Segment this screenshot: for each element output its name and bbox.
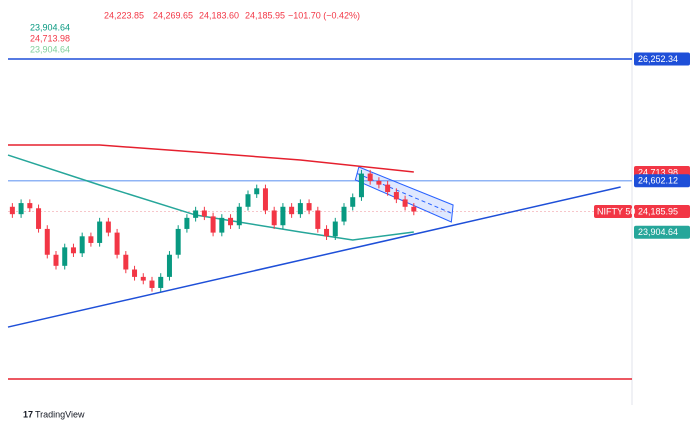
price-label-bg xyxy=(634,52,690,66)
candle-body xyxy=(228,217,234,226)
candle-body xyxy=(201,210,207,217)
candle-body xyxy=(219,217,225,233)
candle-body xyxy=(140,276,146,281)
price-label: 24,713.98 xyxy=(638,167,678,177)
line-series xyxy=(8,144,414,173)
candle-body xyxy=(184,217,190,229)
candle-body xyxy=(175,228,181,255)
candle-body xyxy=(149,280,155,288)
brand-logo: 17 xyxy=(23,409,33,419)
price-label-bg xyxy=(634,225,690,239)
ohlc-value: 24,185.95 xyxy=(245,10,285,20)
candle-body xyxy=(53,254,59,266)
candle-body xyxy=(210,216,216,233)
candle-body xyxy=(114,232,120,255)
candle-body xyxy=(105,221,111,233)
candle-body xyxy=(236,206,242,226)
candle-body xyxy=(123,254,129,270)
candle-body xyxy=(245,194,251,207)
brand: TradingView xyxy=(35,409,85,419)
candle-body xyxy=(350,197,356,207)
candle-body xyxy=(271,210,277,226)
candle-body xyxy=(44,228,50,255)
candle-body xyxy=(9,206,15,215)
candle-body xyxy=(254,188,260,195)
candle-body xyxy=(367,173,373,181)
candle-body xyxy=(402,199,408,207)
line-series xyxy=(7,186,621,328)
candle-body xyxy=(306,203,312,211)
candle-body xyxy=(324,228,330,237)
candle-body xyxy=(166,254,172,277)
candle-body xyxy=(158,276,164,288)
candle-body xyxy=(358,173,364,198)
candle-body xyxy=(18,203,24,215)
candle-body xyxy=(193,210,199,218)
price-label-bg xyxy=(634,174,690,188)
candle-body xyxy=(280,206,286,226)
candle-body xyxy=(88,236,94,243)
indicator-value: 24,713.98 xyxy=(30,33,70,43)
symbol-label: NIFTY 50 xyxy=(597,206,635,216)
candle-body xyxy=(341,206,347,222)
candle-body xyxy=(376,180,382,185)
candle-body xyxy=(385,184,391,193)
channel-midline xyxy=(356,173,453,214)
ohlc-value: 24,223.85 xyxy=(104,10,144,20)
channel xyxy=(354,166,454,223)
candle-body xyxy=(97,221,103,243)
ohlc-value: 24,183.60 xyxy=(199,10,239,20)
candle-body xyxy=(315,210,321,229)
price-label: 24,602.12 xyxy=(638,176,678,186)
indicator-value: 23,904.64 xyxy=(30,44,70,54)
price-label-bg xyxy=(634,205,690,219)
ohlc-value: 24,269.65 xyxy=(153,10,193,20)
candle-body xyxy=(289,206,295,215)
candle-body xyxy=(332,221,338,237)
candle-body xyxy=(262,188,268,211)
candle-body xyxy=(132,269,138,277)
ohlc-value: −101.70 (−0.42%) xyxy=(288,10,360,20)
price-label: 23,904.64 xyxy=(638,227,678,237)
line-series xyxy=(7,154,414,241)
symbol-label-bg xyxy=(594,205,632,219)
indicator-value: 23,904.64 xyxy=(30,22,70,32)
candle-body xyxy=(70,247,76,254)
price-label: 24,185.95 xyxy=(638,206,678,216)
candle-body xyxy=(36,208,42,229)
candle-body xyxy=(393,192,399,200)
candle-body xyxy=(62,247,68,266)
price-label: 26,252.34 xyxy=(638,54,678,64)
candle-body xyxy=(79,236,85,254)
candle-body xyxy=(297,203,303,215)
candle-body xyxy=(27,203,33,209)
candle-body xyxy=(411,206,417,212)
